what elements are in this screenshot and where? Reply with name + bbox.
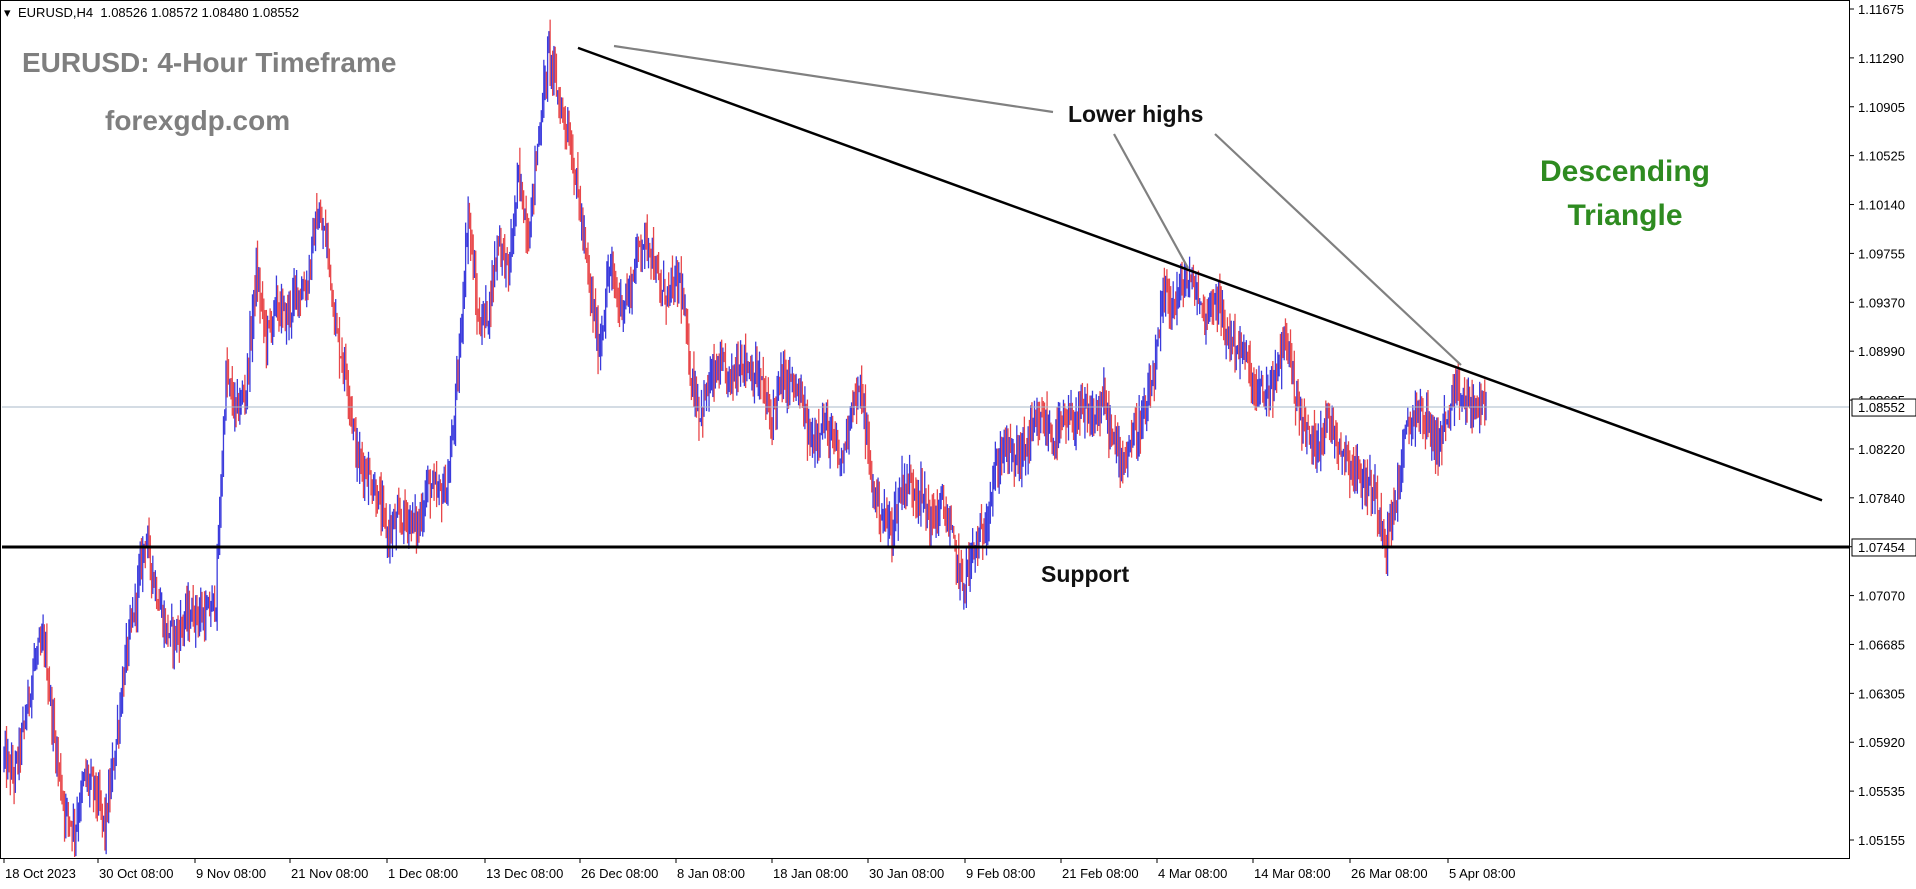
x-tick-label: 4 Mar 08:00 — [1158, 866, 1227, 881]
x-tick-label: 8 Jan 08:00 — [677, 866, 745, 881]
lower-highs-pointer-1 — [613, 44, 1054, 114]
price-tag-box — [1851, 398, 1916, 417]
price-tag-text: 1.08552 — [1858, 400, 1905, 415]
pattern-label-line2: Triangle — [1567, 199, 1682, 232]
chart-menu-arrow[interactable]: ▾ — [4, 5, 11, 20]
x-tick-label: 9 Feb 08:00 — [966, 866, 1035, 881]
y-tick-label: 1.09370 — [1858, 295, 1905, 310]
candles-layer — [3, 19, 1487, 857]
x-tick-label: 26 Mar 08:00 — [1351, 866, 1428, 881]
x-tick-label: 30 Jan 08:00 — [869, 866, 944, 881]
x-tick-label: 26 Dec 08:00 — [581, 866, 658, 881]
y-tick-label: 1.11675 — [1858, 2, 1904, 17]
support-tag-box — [1851, 538, 1916, 557]
lower-highs-label: Lower highs — [1068, 101, 1203, 127]
support-price-tag: 1.07454 — [1851, 538, 1916, 557]
y-tick-label: 1.10905 — [1858, 100, 1905, 115]
lower-highs-pointer-3 — [1214, 133, 1462, 366]
time-axis[interactable]: 18 Oct 2023 30 Oct 08:00 9 Nov 08:00 21 Nov… — [3, 858, 1516, 881]
x-tick-label: 21 Nov 08:00 — [291, 866, 368, 881]
watermark-site: forexgdp.com — [105, 105, 290, 136]
pattern-label-line1: Descending — [1540, 155, 1710, 188]
y-tick-label: 1.11290 — [1858, 51, 1904, 66]
lower-highs-pointer-2 — [1113, 133, 1189, 269]
x-tick-label: 5 Apr 08:00 — [1449, 866, 1516, 881]
x-tick-label: 21 Feb 08:00 — [1062, 866, 1139, 881]
y-tick-label: 1.07070 — [1858, 589, 1905, 604]
y-tick-label: 1.10525 — [1858, 149, 1905, 164]
x-tick-label: 1 Dec 08:00 — [388, 866, 458, 881]
y-tick-label: 1.06305 — [1858, 686, 1905, 701]
y-tick-label: 1.06685 — [1858, 637, 1905, 652]
support-label: Support — [1041, 561, 1129, 587]
watermark-title: EURUSD: 4-Hour Timeframe — [22, 47, 396, 78]
x-tick-label: 18 Jan 08:00 — [773, 866, 848, 881]
y-tick-label: 1.09755 — [1858, 246, 1905, 261]
current-price-tag: 1.08552 — [1851, 398, 1916, 417]
symbol-info: EURUSD,H4 1.08526 1.08572 1.08480 1.0855… — [18, 5, 299, 20]
x-tick-label: 13 Dec 08:00 — [486, 866, 563, 881]
x-tick-label: 9 Nov 08:00 — [196, 866, 266, 881]
y-tick-label: 1.10140 — [1858, 198, 1905, 213]
support-tag-text: 1.07454 — [1858, 540, 1905, 555]
y-tick-label: 1.07840 — [1858, 491, 1905, 506]
y-tick-label: 1.08220 — [1858, 442, 1905, 457]
x-tick-label: 14 Mar 08:00 — [1254, 866, 1331, 881]
plot-area-border — [0, 0, 1850, 859]
y-tick-label: 1.05920 — [1858, 735, 1905, 750]
descending-trendline[interactable] — [577, 46, 1823, 502]
x-tick-label: 18 Oct 2023 — [5, 866, 76, 881]
y-tick-label: 1.08990 — [1858, 344, 1905, 359]
y-tick-label: 1.05535 — [1858, 784, 1905, 799]
y-tick-label: 1.05155 — [1858, 833, 1905, 848]
x-tick-label: 30 Oct 08:00 — [99, 866, 173, 881]
